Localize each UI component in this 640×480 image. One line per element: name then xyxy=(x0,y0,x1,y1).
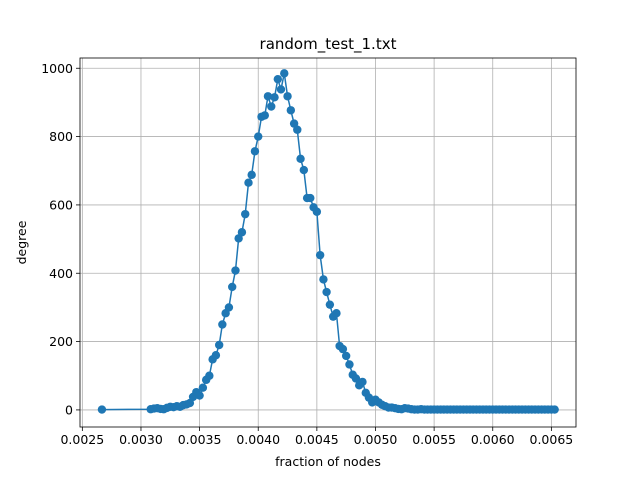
data-point xyxy=(254,132,263,141)
x-tick-label: 0.0030 xyxy=(119,432,163,447)
y-tick-label: 200 xyxy=(49,334,73,349)
data-point xyxy=(550,405,559,414)
data-point xyxy=(332,309,341,318)
data-point xyxy=(228,282,237,292)
data-point xyxy=(234,234,243,243)
x-tick-label: 0.0035 xyxy=(178,432,222,447)
data-point xyxy=(214,340,224,350)
data-point xyxy=(247,170,256,180)
plot-frame xyxy=(79,57,577,428)
data-point xyxy=(306,193,315,203)
data-point xyxy=(351,374,361,383)
data-point xyxy=(273,74,283,84)
data-point xyxy=(205,371,214,380)
data-point xyxy=(280,69,289,78)
data-point xyxy=(276,85,286,94)
y-axis-title: degree xyxy=(14,220,29,264)
x-tick-label: 0.0040 xyxy=(236,432,280,447)
data-point xyxy=(325,300,335,309)
data-point xyxy=(211,351,221,360)
data-point xyxy=(270,93,279,102)
data-point xyxy=(267,102,276,111)
chart-title: random_test_1.txt xyxy=(260,35,397,54)
data-point xyxy=(260,111,269,120)
data-point xyxy=(263,92,273,101)
data-point xyxy=(341,351,351,361)
data-point xyxy=(296,154,305,163)
data-point xyxy=(286,106,296,115)
ticks: 0.0025 0.0030 0.0035 0.0040 0.0045 0.0050 0.00… xyxy=(41,61,573,447)
y-tick-label: 400 xyxy=(49,266,73,281)
data-point xyxy=(358,377,367,387)
y-tick-label: 1000 xyxy=(41,61,73,76)
data-point xyxy=(322,287,331,297)
x-tick-label: 0.0060 xyxy=(471,432,515,447)
data-point xyxy=(237,228,247,237)
y-tick-label: 800 xyxy=(49,129,73,144)
y-tick-label: 600 xyxy=(49,197,73,212)
x-tick-label: 0.0050 xyxy=(354,432,398,447)
x-tick-label: 0.0025 xyxy=(60,432,104,447)
data-point xyxy=(244,178,253,187)
data-point xyxy=(241,209,250,219)
y-tick-label: 0 xyxy=(65,402,73,417)
x-axis-title: fraction of nodes xyxy=(275,454,381,469)
data-point xyxy=(338,344,348,354)
x-tick-label: 0.0045 xyxy=(295,432,339,447)
data-point xyxy=(250,147,260,156)
data-point xyxy=(224,303,234,312)
x-tick-label: 0.0055 xyxy=(412,432,456,447)
data-point xyxy=(97,405,107,414)
data-point xyxy=(195,391,204,400)
data-point xyxy=(198,383,208,392)
data-point xyxy=(345,360,354,369)
data-point xyxy=(299,165,309,175)
data-point xyxy=(231,266,240,275)
x-tick-label: 0.0065 xyxy=(530,432,574,447)
series-layer xyxy=(97,69,559,414)
data-point xyxy=(312,207,322,216)
data-point xyxy=(315,250,325,260)
data-point xyxy=(293,125,302,134)
data-point xyxy=(283,92,292,101)
data-point xyxy=(218,320,227,329)
data-point xyxy=(319,275,328,284)
